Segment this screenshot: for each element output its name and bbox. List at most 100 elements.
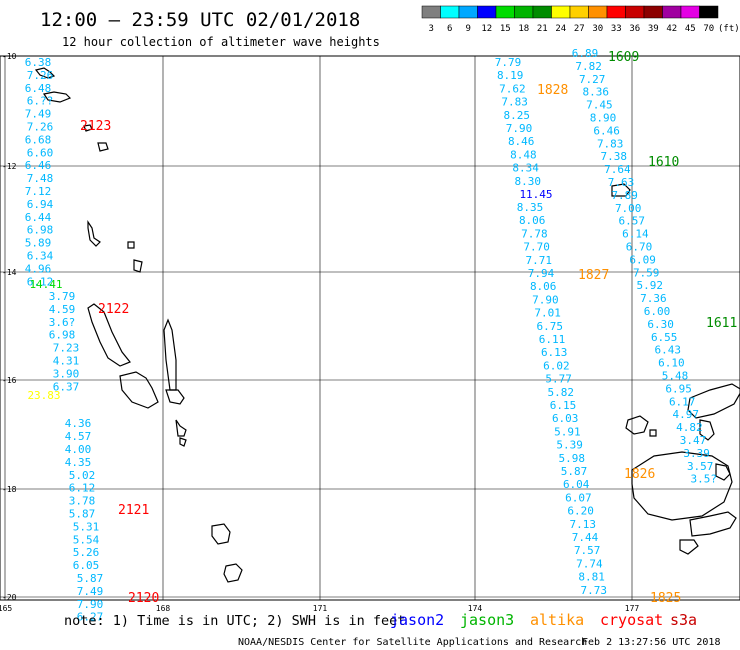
wave-height-value: 7.36 <box>640 292 667 305</box>
wave-height-value: 5.26 <box>73 546 100 559</box>
pass-time-label: 2120 <box>128 591 159 606</box>
colorbar-label: 42 <box>666 24 677 34</box>
colorbar-swatch <box>532 5 552 19</box>
colorbar-label: 27 <box>574 24 585 34</box>
wave-height-value: 7.90 <box>77 598 104 611</box>
colorbar-label: 9 <box>466 24 471 34</box>
wave-height-value: 6.00 <box>644 305 671 318</box>
wave-height-value: 7.83 <box>597 137 624 150</box>
wave-height-value: 6.02 <box>543 359 570 372</box>
colorbar-label: 24 <box>555 24 566 34</box>
wave-height-value: 7.94 <box>528 267 555 280</box>
wave-height-value: 3.39 <box>683 447 710 460</box>
wave-height-value: 7.13 <box>570 518 597 531</box>
wave-height-value: 6.46 <box>593 124 620 137</box>
pass-time-label: 2122 <box>98 302 129 317</box>
wave-height-value: 7.83 <box>501 96 528 109</box>
wave-height-value: 7.26 <box>27 69 54 82</box>
wave-height-value: 7.62 <box>499 82 526 95</box>
colorbar-label: 45 <box>685 24 696 34</box>
wave-height-value: 7.59 <box>633 266 660 279</box>
wave-height-value: 6.75 <box>537 320 564 333</box>
wave-height-value: 6.98 <box>49 329 76 342</box>
wave-height-value: 4.57 <box>65 430 92 443</box>
island-tanna-b <box>223 563 243 583</box>
wave-height-value: 7.45 <box>586 99 613 112</box>
page-subtitle: 12 hour collection of altimeter wave hei… <box>62 35 380 49</box>
wave-height-value: 7.23 <box>53 342 80 355</box>
wave-height-value: 6.94 <box>27 198 54 211</box>
colorbar-label: 30 <box>592 24 603 34</box>
colorbar-label: 18 <box>518 24 529 34</box>
wave-height-value: 5.92 <box>637 279 664 292</box>
wave-height-value: 6.17 <box>669 395 696 408</box>
pass-time-label: 1826 <box>624 467 655 482</box>
pass-time-label: 1609 <box>608 50 639 65</box>
wave-height-value: 3.79 <box>49 290 76 303</box>
wave-height-value: 7.57 <box>574 544 601 557</box>
satellite-legend: jason2 jason3 altika cryosat s3a <box>390 611 697 629</box>
colorbar-swatch <box>680 5 700 19</box>
legend-altika: altika <box>530 611 584 629</box>
lat-tick-label: -16 <box>2 376 17 385</box>
special-values: 14.41 23.83 11.45 <box>27 188 552 402</box>
island-ambae <box>133 259 143 273</box>
wave-height-value: 6.37 <box>53 380 80 393</box>
wave-height-value: 6.13 <box>541 346 568 359</box>
wave-height-value: 4.00 <box>65 443 92 456</box>
wave-height-value: 5.87 <box>69 508 96 521</box>
wave-height-value: 6.68 <box>25 133 52 146</box>
island-torres <box>83 124 93 132</box>
lon-tick-label: 171 <box>313 604 328 613</box>
wave-height-value: 7.89 <box>611 189 638 202</box>
island-efate-b <box>165 389 185 405</box>
wave-height-value: 5.87 <box>77 572 104 585</box>
wave-height-value: 7.48 <box>27 172 54 185</box>
wave-height-value: 5.89 <box>25 237 52 250</box>
wave-height-value: 4.59 <box>49 303 76 316</box>
footer-timestamp: Feb 2 13:27:56 UTC 2018 <box>582 637 720 648</box>
wave-height-value: 6.57 <box>619 215 646 228</box>
wave-height-value: 7.74 <box>576 557 603 570</box>
lon-tick-label: 165 <box>0 604 12 613</box>
wave-height-value: 3.90 <box>53 367 80 380</box>
legend-jason2: jason2 <box>390 611 444 629</box>
pass-time-label: 1610 <box>648 155 679 170</box>
wave-height-value: 5.82 <box>548 386 575 399</box>
island-viti-levu <box>631 451 733 521</box>
wave-height-value: 6.38 <box>25 56 52 69</box>
wave-height-value: 6.20 <box>567 505 594 518</box>
wave-height-value: 6.05 <box>73 559 100 572</box>
page-title: 12:00 – 23:59 UTC 02/01/2018 <box>40 9 360 31</box>
wave-height-value: 6.07 <box>565 491 592 504</box>
colorbar-swatch <box>440 5 460 19</box>
wave-height-value: 6.70 <box>626 241 653 254</box>
wave-height-value: 6.?? <box>27 95 54 108</box>
wave-height-value: 6.48 <box>25 82 52 95</box>
lat-tick-label: -12 <box>2 162 17 171</box>
wave-height-value: 6.14 <box>622 228 649 241</box>
colorbar-label: 70 <box>703 24 714 34</box>
special-wave-value: 11.45 <box>519 188 552 201</box>
colorbar-swatch <box>662 5 682 19</box>
colorbar-swatch <box>514 5 534 19</box>
pass-time-label: 2121 <box>118 503 149 518</box>
colorbar-swatch <box>458 5 478 19</box>
wave-height-value: 6.55 <box>651 331 678 344</box>
wave-height-value: 3.47 <box>680 434 707 447</box>
wave-height-value: 5.98 <box>559 452 586 465</box>
special-wave-value: 23.83 <box>27 389 60 402</box>
wave-height-tracks: 6.387.266.486.??7.497.266.686.606.467.48… <box>25 47 717 624</box>
wave-height-value: 6.12 <box>69 482 96 495</box>
wave-height-value: 6.95 <box>665 382 692 395</box>
legend-jason3: jason3 <box>460 611 514 629</box>
island-ovalau <box>649 429 657 437</box>
wave-height-value: 8.81 <box>578 571 605 584</box>
island-maewo <box>127 241 135 249</box>
wave-height-value: 5.91 <box>554 425 581 438</box>
pass-time-label: 1828 <box>537 83 568 98</box>
islands <box>34 67 740 583</box>
wave-height-value: 7.82 <box>575 60 602 73</box>
island-erromango <box>179 437 187 447</box>
